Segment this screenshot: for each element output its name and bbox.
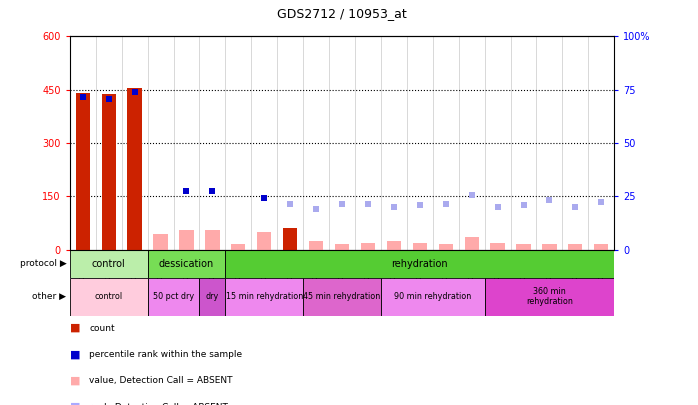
Bar — [465, 237, 479, 250]
Text: 360 min
rehydration: 360 min rehydration — [526, 287, 573, 307]
Bar — [303, 277, 381, 316]
Bar — [361, 243, 375, 250]
Bar — [542, 245, 556, 250]
Bar — [200, 277, 225, 316]
Text: control: control — [92, 259, 126, 269]
Bar — [147, 277, 200, 316]
Text: GDS2712 / 10953_at: GDS2712 / 10953_at — [277, 7, 407, 20]
Bar — [225, 250, 614, 277]
Bar — [128, 88, 142, 250]
Bar — [491, 243, 505, 250]
Text: ■: ■ — [70, 350, 80, 359]
Bar — [387, 241, 401, 250]
Text: 45 min rehydration: 45 min rehydration — [304, 292, 380, 301]
Bar — [283, 228, 297, 250]
Bar — [147, 250, 225, 277]
Bar — [225, 277, 303, 316]
Bar — [568, 245, 582, 250]
Text: 50 pct dry: 50 pct dry — [153, 292, 194, 301]
Bar — [75, 93, 90, 250]
Bar — [517, 245, 530, 250]
Text: control: control — [95, 292, 123, 301]
Bar — [257, 232, 272, 250]
Text: ■: ■ — [70, 376, 80, 386]
Bar — [70, 277, 147, 316]
Text: rehydration: rehydration — [392, 259, 448, 269]
Bar — [309, 241, 323, 250]
Bar — [154, 234, 168, 250]
Bar — [413, 243, 427, 250]
Bar — [70, 250, 147, 277]
Text: value, Detection Call = ABSENT: value, Detection Call = ABSENT — [89, 376, 233, 385]
Bar — [438, 245, 453, 250]
Text: percentile rank within the sample: percentile rank within the sample — [89, 350, 242, 359]
Bar — [179, 230, 193, 250]
Bar — [335, 245, 349, 250]
Text: count: count — [89, 324, 115, 333]
Text: dry: dry — [206, 292, 219, 301]
Text: dessication: dessication — [159, 259, 214, 269]
Bar — [381, 277, 484, 316]
Bar — [594, 245, 609, 250]
Text: 15 min rehydration: 15 min rehydration — [225, 292, 303, 301]
Bar — [205, 230, 219, 250]
Text: protocol ▶: protocol ▶ — [20, 259, 66, 268]
Text: 90 min rehydration: 90 min rehydration — [394, 292, 471, 301]
Bar — [231, 245, 246, 250]
Text: rank, Detection Call = ABSENT: rank, Detection Call = ABSENT — [89, 403, 228, 405]
Bar — [102, 94, 116, 250]
Bar — [484, 277, 614, 316]
Text: ■: ■ — [70, 323, 80, 333]
Text: ■: ■ — [70, 402, 80, 405]
Text: other ▶: other ▶ — [32, 292, 66, 301]
